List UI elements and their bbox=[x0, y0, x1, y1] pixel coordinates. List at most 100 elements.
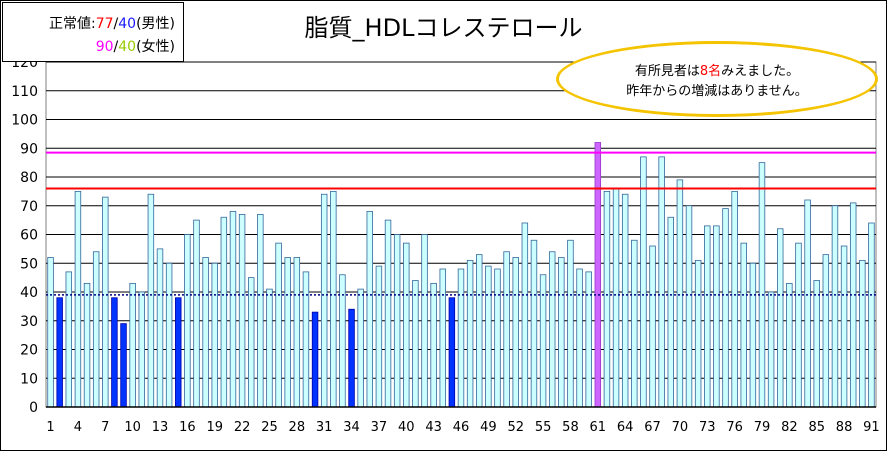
bar-normal bbox=[476, 254, 483, 408]
x-tick-label: 31 bbox=[316, 420, 333, 435]
legend-male-row: 正常値:77/40(男性) bbox=[49, 13, 175, 33]
bar-normal bbox=[284, 257, 291, 408]
x-tick-label: 25 bbox=[261, 420, 278, 435]
y-tick-label: 20 bbox=[20, 343, 38, 359]
bar-normal bbox=[585, 271, 592, 408]
bar-normal bbox=[868, 222, 875, 408]
legend-male-label: (男性) bbox=[136, 16, 175, 32]
annotation-line-1: 有所見者は8名みえました。 bbox=[559, 60, 875, 79]
x-tick-label: 91 bbox=[863, 420, 880, 435]
x-tick-label: 19 bbox=[206, 420, 223, 435]
bar-normal bbox=[512, 257, 519, 408]
bar-normal bbox=[704, 225, 711, 408]
x-tick-label: 85 bbox=[808, 420, 825, 435]
reference-lines bbox=[46, 151, 876, 408]
bar-normal bbox=[202, 257, 209, 408]
x-tick-label: 7 bbox=[101, 420, 109, 435]
bar-normal bbox=[466, 259, 474, 408]
bar-normal bbox=[503, 251, 510, 408]
bar-normal bbox=[603, 190, 611, 408]
x-tick-label: 61 bbox=[590, 420, 607, 435]
bar-low bbox=[56, 297, 63, 408]
x-tick-label: 82 bbox=[781, 420, 798, 435]
bar-normal bbox=[667, 216, 675, 408]
bar-normal bbox=[722, 208, 729, 408]
y-tick-label: 50 bbox=[20, 256, 38, 272]
bar-normal bbox=[621, 193, 629, 408]
x-tick-label: 58 bbox=[562, 420, 579, 435]
bar-normal bbox=[211, 262, 218, 408]
bar-normal bbox=[165, 262, 173, 408]
bar-normal bbox=[138, 291, 145, 408]
x-tick-label: 73 bbox=[699, 420, 716, 435]
bar-normal bbox=[740, 242, 747, 408]
bar-normal bbox=[849, 202, 857, 408]
bar-normal bbox=[685, 205, 693, 408]
legend-slash: / bbox=[113, 16, 119, 32]
annotation-bubble: 有所見者は8名みえました。 昨年からの増減はありません。 bbox=[556, 41, 878, 117]
bar-normal bbox=[822, 254, 830, 408]
annotation-line-1-post: みえました。 bbox=[721, 64, 800, 79]
bar-normal bbox=[266, 288, 273, 408]
bar-normal bbox=[393, 234, 401, 408]
bar-low bbox=[311, 311, 319, 408]
x-tick-label: 52 bbox=[507, 420, 524, 435]
bar-normal bbox=[129, 282, 136, 408]
annotation-count: 8名 bbox=[699, 64, 722, 79]
y-tick-label: 60 bbox=[20, 228, 38, 244]
y-tick-label: 100 bbox=[11, 113, 38, 129]
annotation-line-2: 昨年からの増減はありません。 bbox=[626, 84, 808, 99]
bar-low bbox=[120, 323, 127, 408]
x-tick-label: 1 bbox=[46, 420, 54, 435]
bar-normal bbox=[275, 242, 282, 408]
bar-normal bbox=[47, 257, 54, 408]
bar-normal bbox=[758, 162, 766, 408]
bar-normal bbox=[777, 228, 784, 408]
bar-normal bbox=[731, 190, 738, 408]
x-tick-label: 40 bbox=[398, 420, 415, 435]
bar-normal bbox=[658, 156, 665, 408]
legend-male-low: 40 bbox=[118, 16, 137, 32]
bar-normal bbox=[247, 277, 255, 408]
y-tick-label: 70 bbox=[20, 199, 38, 215]
y-tick-label: 0 bbox=[29, 400, 38, 416]
x-tick-label: 49 bbox=[480, 420, 497, 435]
y-tick-label: 30 bbox=[20, 314, 38, 330]
bar-low bbox=[175, 297, 182, 408]
x-tick-label: 70 bbox=[672, 420, 689, 435]
x-tick-label: 37 bbox=[371, 420, 388, 435]
x-tick-label: 22 bbox=[234, 420, 251, 435]
x-tick-label: 55 bbox=[535, 420, 552, 435]
bar-low bbox=[111, 297, 118, 408]
bar-normal bbox=[238, 213, 246, 408]
x-tick-label: 16 bbox=[179, 420, 196, 435]
bar-low bbox=[448, 297, 456, 408]
bar-normal bbox=[74, 190, 82, 408]
y-tick-label: 80 bbox=[20, 170, 38, 186]
y-tick-label: 110 bbox=[11, 84, 38, 100]
bar-normal bbox=[184, 234, 191, 408]
bar-normal bbox=[65, 271, 73, 408]
bar-normal bbox=[804, 199, 811, 408]
bar-normal bbox=[548, 251, 556, 408]
chart-title: 脂質_HDLコレステロール bbox=[304, 14, 583, 42]
bar-normal bbox=[439, 268, 446, 408]
bar-normal bbox=[229, 211, 237, 408]
legend-female-high: 90 bbox=[95, 39, 114, 55]
bars bbox=[47, 142, 875, 408]
x-tick-label: 34 bbox=[343, 420, 360, 435]
bar-normal bbox=[357, 288, 364, 408]
x-tick-label: 79 bbox=[754, 420, 771, 435]
x-tick-label: 28 bbox=[289, 420, 306, 435]
bar-normal bbox=[193, 219, 200, 408]
bar-normal bbox=[330, 190, 337, 408]
bar-normal bbox=[813, 280, 820, 408]
bar-normal bbox=[302, 271, 310, 408]
bar-normal bbox=[558, 257, 565, 408]
bar-normal bbox=[530, 239, 538, 408]
bar-normal bbox=[147, 193, 155, 408]
bar-normal bbox=[384, 219, 392, 408]
bar-normal bbox=[412, 280, 419, 408]
